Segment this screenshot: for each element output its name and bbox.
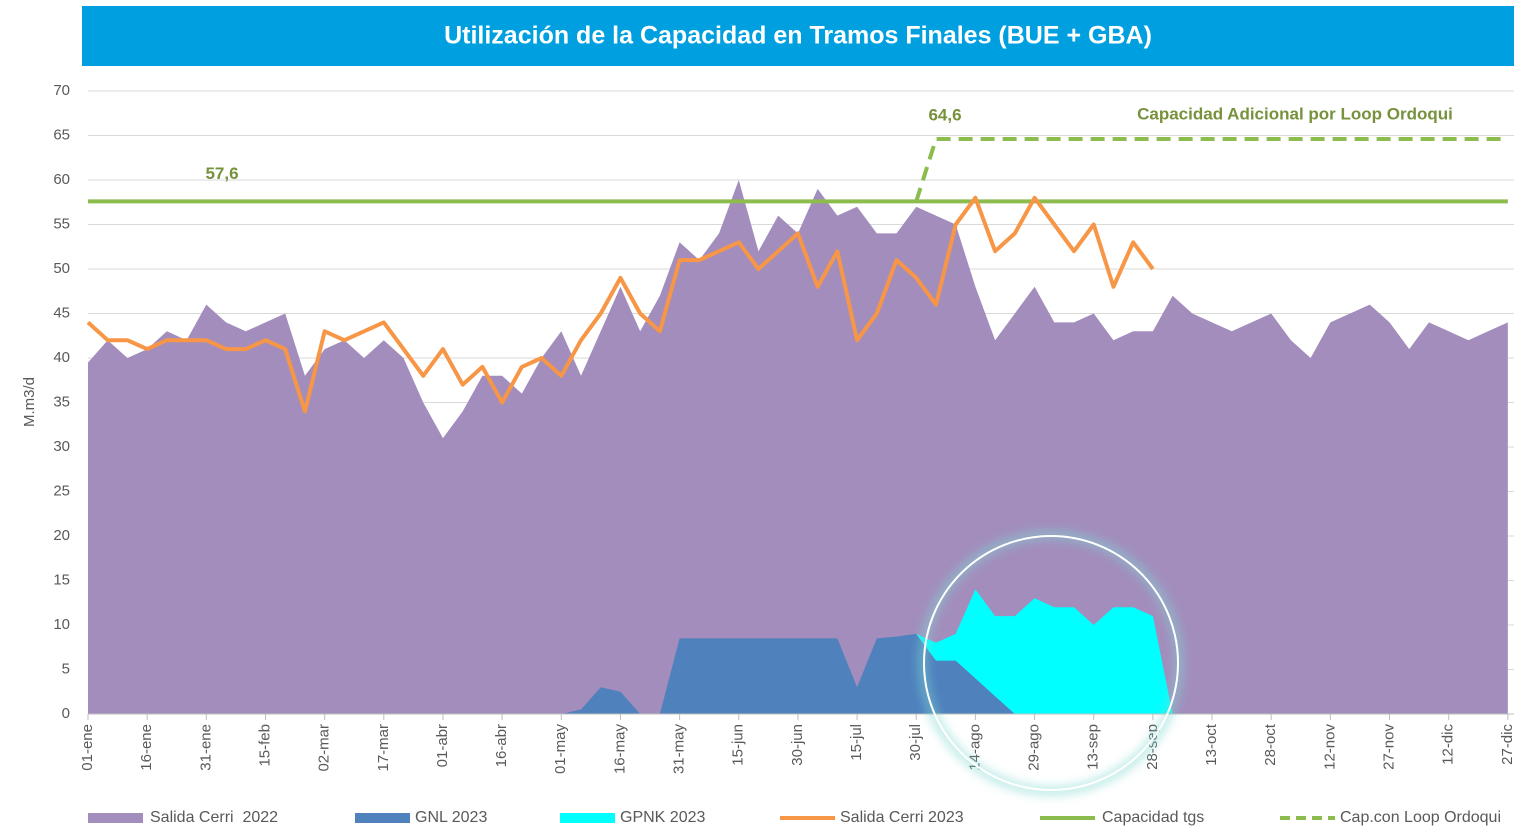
legend-label: GNL 2023 (415, 809, 487, 826)
x-tick-label: 01-abr (434, 724, 451, 767)
annotation: Capacidad Adicional por Loop Ordoqui (1137, 104, 1453, 123)
legend-label: Cap.con Loop Ordoqui (1340, 809, 1501, 826)
y-tick-label: 25 (53, 482, 70, 499)
x-tick-label: 16-abr (493, 724, 510, 767)
legend-label: GPNK 2023 (620, 809, 705, 826)
x-tick-label: 15-jul (848, 724, 865, 761)
x-tick-label: 16-may (611, 724, 628, 775)
legend-label: Capacidad tgs (1102, 809, 1204, 826)
title-bar (82, 6, 1514, 66)
y-tick-label: 10 (53, 616, 70, 633)
y-tick-label: 60 (53, 171, 70, 188)
legend-swatch (88, 813, 143, 823)
x-tick-label: 31-ene (197, 724, 214, 771)
area (88, 589, 1508, 714)
x-tick-label: 31-may (671, 724, 688, 775)
highlight-circle (923, 535, 1179, 791)
y-tick-label: 70 (53, 82, 70, 99)
x-tick-label: 13-oct (1203, 723, 1220, 766)
x-tick-label: 30-jun (789, 724, 806, 766)
line (914, 137, 1508, 202)
x-tick-label: 01-may (552, 724, 569, 775)
x-tick-label: 28-oct (1262, 723, 1279, 766)
y-tick-label: 20 (53, 527, 70, 544)
area (88, 633, 1508, 714)
x-tick-label: 15-feb (256, 724, 273, 767)
x-tick-label: 12-dic (1440, 724, 1457, 765)
chart-title: Utilización de la Capacidad en Tramos Fi… (444, 22, 1152, 50)
y-tick-label: 35 (53, 393, 70, 410)
legend-swatch (355, 813, 410, 823)
legend-label: Salida Cerri 2022 (150, 809, 278, 826)
x-tick-label: 16-ene (138, 724, 155, 771)
y-tick-label: 40 (53, 349, 70, 366)
x-tick-label: 30-jul (907, 724, 924, 761)
annotation: 57,6 (205, 164, 238, 183)
x-tick-label: 13-sep (1085, 724, 1102, 770)
y-tick-label: 45 (53, 304, 70, 321)
line (86, 195, 1155, 414)
x-tick-label: 15-jun (730, 724, 747, 766)
area (88, 180, 1508, 714)
x-tick-label: 17-mar (375, 724, 392, 772)
y-tick-label: 15 (53, 571, 70, 588)
y-tick-label: 55 (53, 215, 70, 232)
y-tick-label: 30 (53, 438, 70, 455)
x-tick-label: 29-ago (1026, 724, 1043, 771)
x-tick-label: 27-dic (1499, 724, 1514, 765)
y-axis-label: M.m3/d (21, 377, 38, 427)
legend-swatch (560, 813, 615, 823)
y-tick-label: 65 (53, 126, 70, 143)
y-tick-label: 50 (53, 260, 70, 277)
legend-label: Salida Cerri 2023 (840, 809, 964, 826)
annotation: 64,6 (928, 106, 961, 125)
y-tick-label: 5 (62, 660, 70, 677)
x-tick-label: 02-mar (316, 724, 333, 772)
x-tick-label: 27-nov (1380, 724, 1397, 770)
x-tick-label: 01-ene (79, 724, 96, 771)
plot-area: 0 5 10 15 20 25 30 35 40 45 50 55 60 65 70 01-ene 16-ene… (53, 82, 1514, 774)
y-tick-label: 0 (62, 705, 70, 722)
x-tick-label: 12-nov (1321, 724, 1338, 770)
